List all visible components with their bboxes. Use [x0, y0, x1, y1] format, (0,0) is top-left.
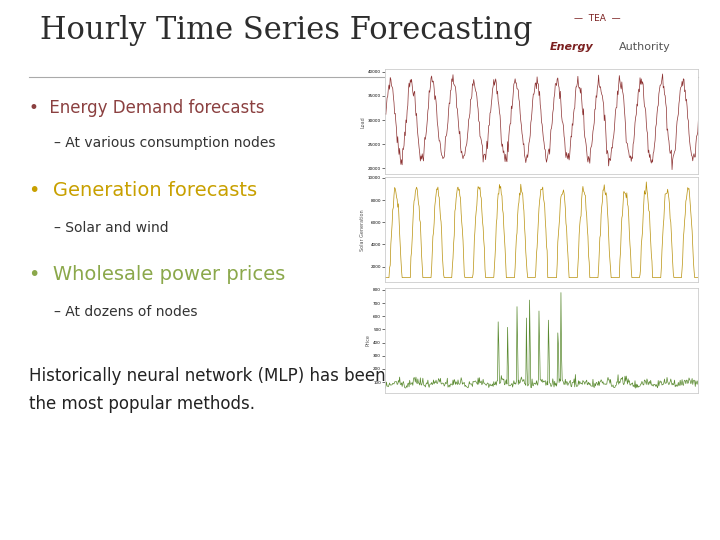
Text: Energy: Energy — [550, 42, 593, 52]
Text: •  Energy Demand forecasts: • Energy Demand forecasts — [29, 99, 264, 117]
Text: 9: 9 — [691, 518, 698, 529]
Text: Authority: Authority — [619, 42, 671, 52]
Text: Historically neural network (MLP) has been one of
the most popular methods.: Historically neural network (MLP) has be… — [29, 367, 443, 413]
Text: CONFIDENTIAL & PROPRIETARY: CONFIDENTIAL & PROPRIETARY — [294, 519, 426, 528]
Y-axis label: Solar Generation: Solar Generation — [360, 209, 365, 251]
Y-axis label: Price: Price — [365, 335, 370, 346]
Text: Hourly Time Series Forecasting: Hourly Time Series Forecasting — [40, 15, 532, 46]
Text: – At dozens of nodes: – At dozens of nodes — [54, 305, 197, 319]
Y-axis label: Load: Load — [360, 116, 365, 127]
Text: —  TEA  —: — TEA — — [575, 14, 621, 23]
Text: – At various consumption nodes: – At various consumption nodes — [54, 136, 276, 150]
Text: •  Wholesale power prices: • Wholesale power prices — [29, 265, 285, 284]
Text: •  Generation forecasts: • Generation forecasts — [29, 181, 257, 200]
Text: – Solar and wind: – Solar and wind — [54, 221, 168, 234]
Text: November 27, 2020: November 27, 2020 — [14, 519, 98, 528]
